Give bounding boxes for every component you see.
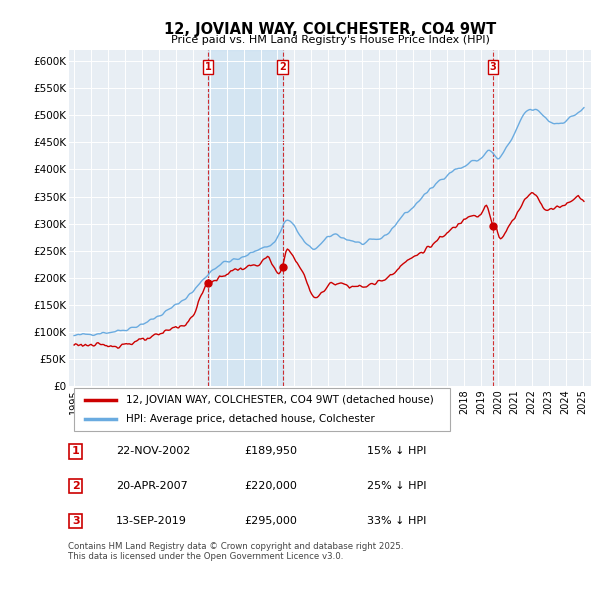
Text: 15% ↓ HPI: 15% ↓ HPI [367,446,426,456]
Text: 1: 1 [72,446,80,456]
Text: Price paid vs. HM Land Registry's House Price Index (HPI): Price paid vs. HM Land Registry's House … [170,35,490,45]
Text: HPI: Average price, detached house, Colchester: HPI: Average price, detached house, Colc… [127,414,375,424]
FancyBboxPatch shape [74,388,450,431]
Text: 13-SEP-2019: 13-SEP-2019 [116,516,187,526]
Text: 12, JOVIAN WAY, COLCHESTER, CO4 9WT (detached house): 12, JOVIAN WAY, COLCHESTER, CO4 9WT (det… [127,395,434,405]
Text: 33% ↓ HPI: 33% ↓ HPI [367,516,426,526]
Text: 2: 2 [279,62,286,72]
Text: 12, JOVIAN WAY, COLCHESTER, CO4 9WT: 12, JOVIAN WAY, COLCHESTER, CO4 9WT [164,22,496,37]
Text: £189,950: £189,950 [244,446,297,456]
Text: 20-APR-2007: 20-APR-2007 [116,481,187,491]
Text: Contains HM Land Registry data © Crown copyright and database right 2025.
This d: Contains HM Land Registry data © Crown c… [68,542,403,561]
Text: 25% ↓ HPI: 25% ↓ HPI [367,481,426,491]
Text: £295,000: £295,000 [244,516,297,526]
Text: £220,000: £220,000 [244,481,297,491]
Text: 2: 2 [72,481,80,491]
Bar [208,50,283,386]
Text: 1: 1 [205,62,211,72]
Text: 22-NOV-2002: 22-NOV-2002 [116,446,190,456]
Text: 3: 3 [490,62,496,72]
Text: 3: 3 [72,516,80,526]
